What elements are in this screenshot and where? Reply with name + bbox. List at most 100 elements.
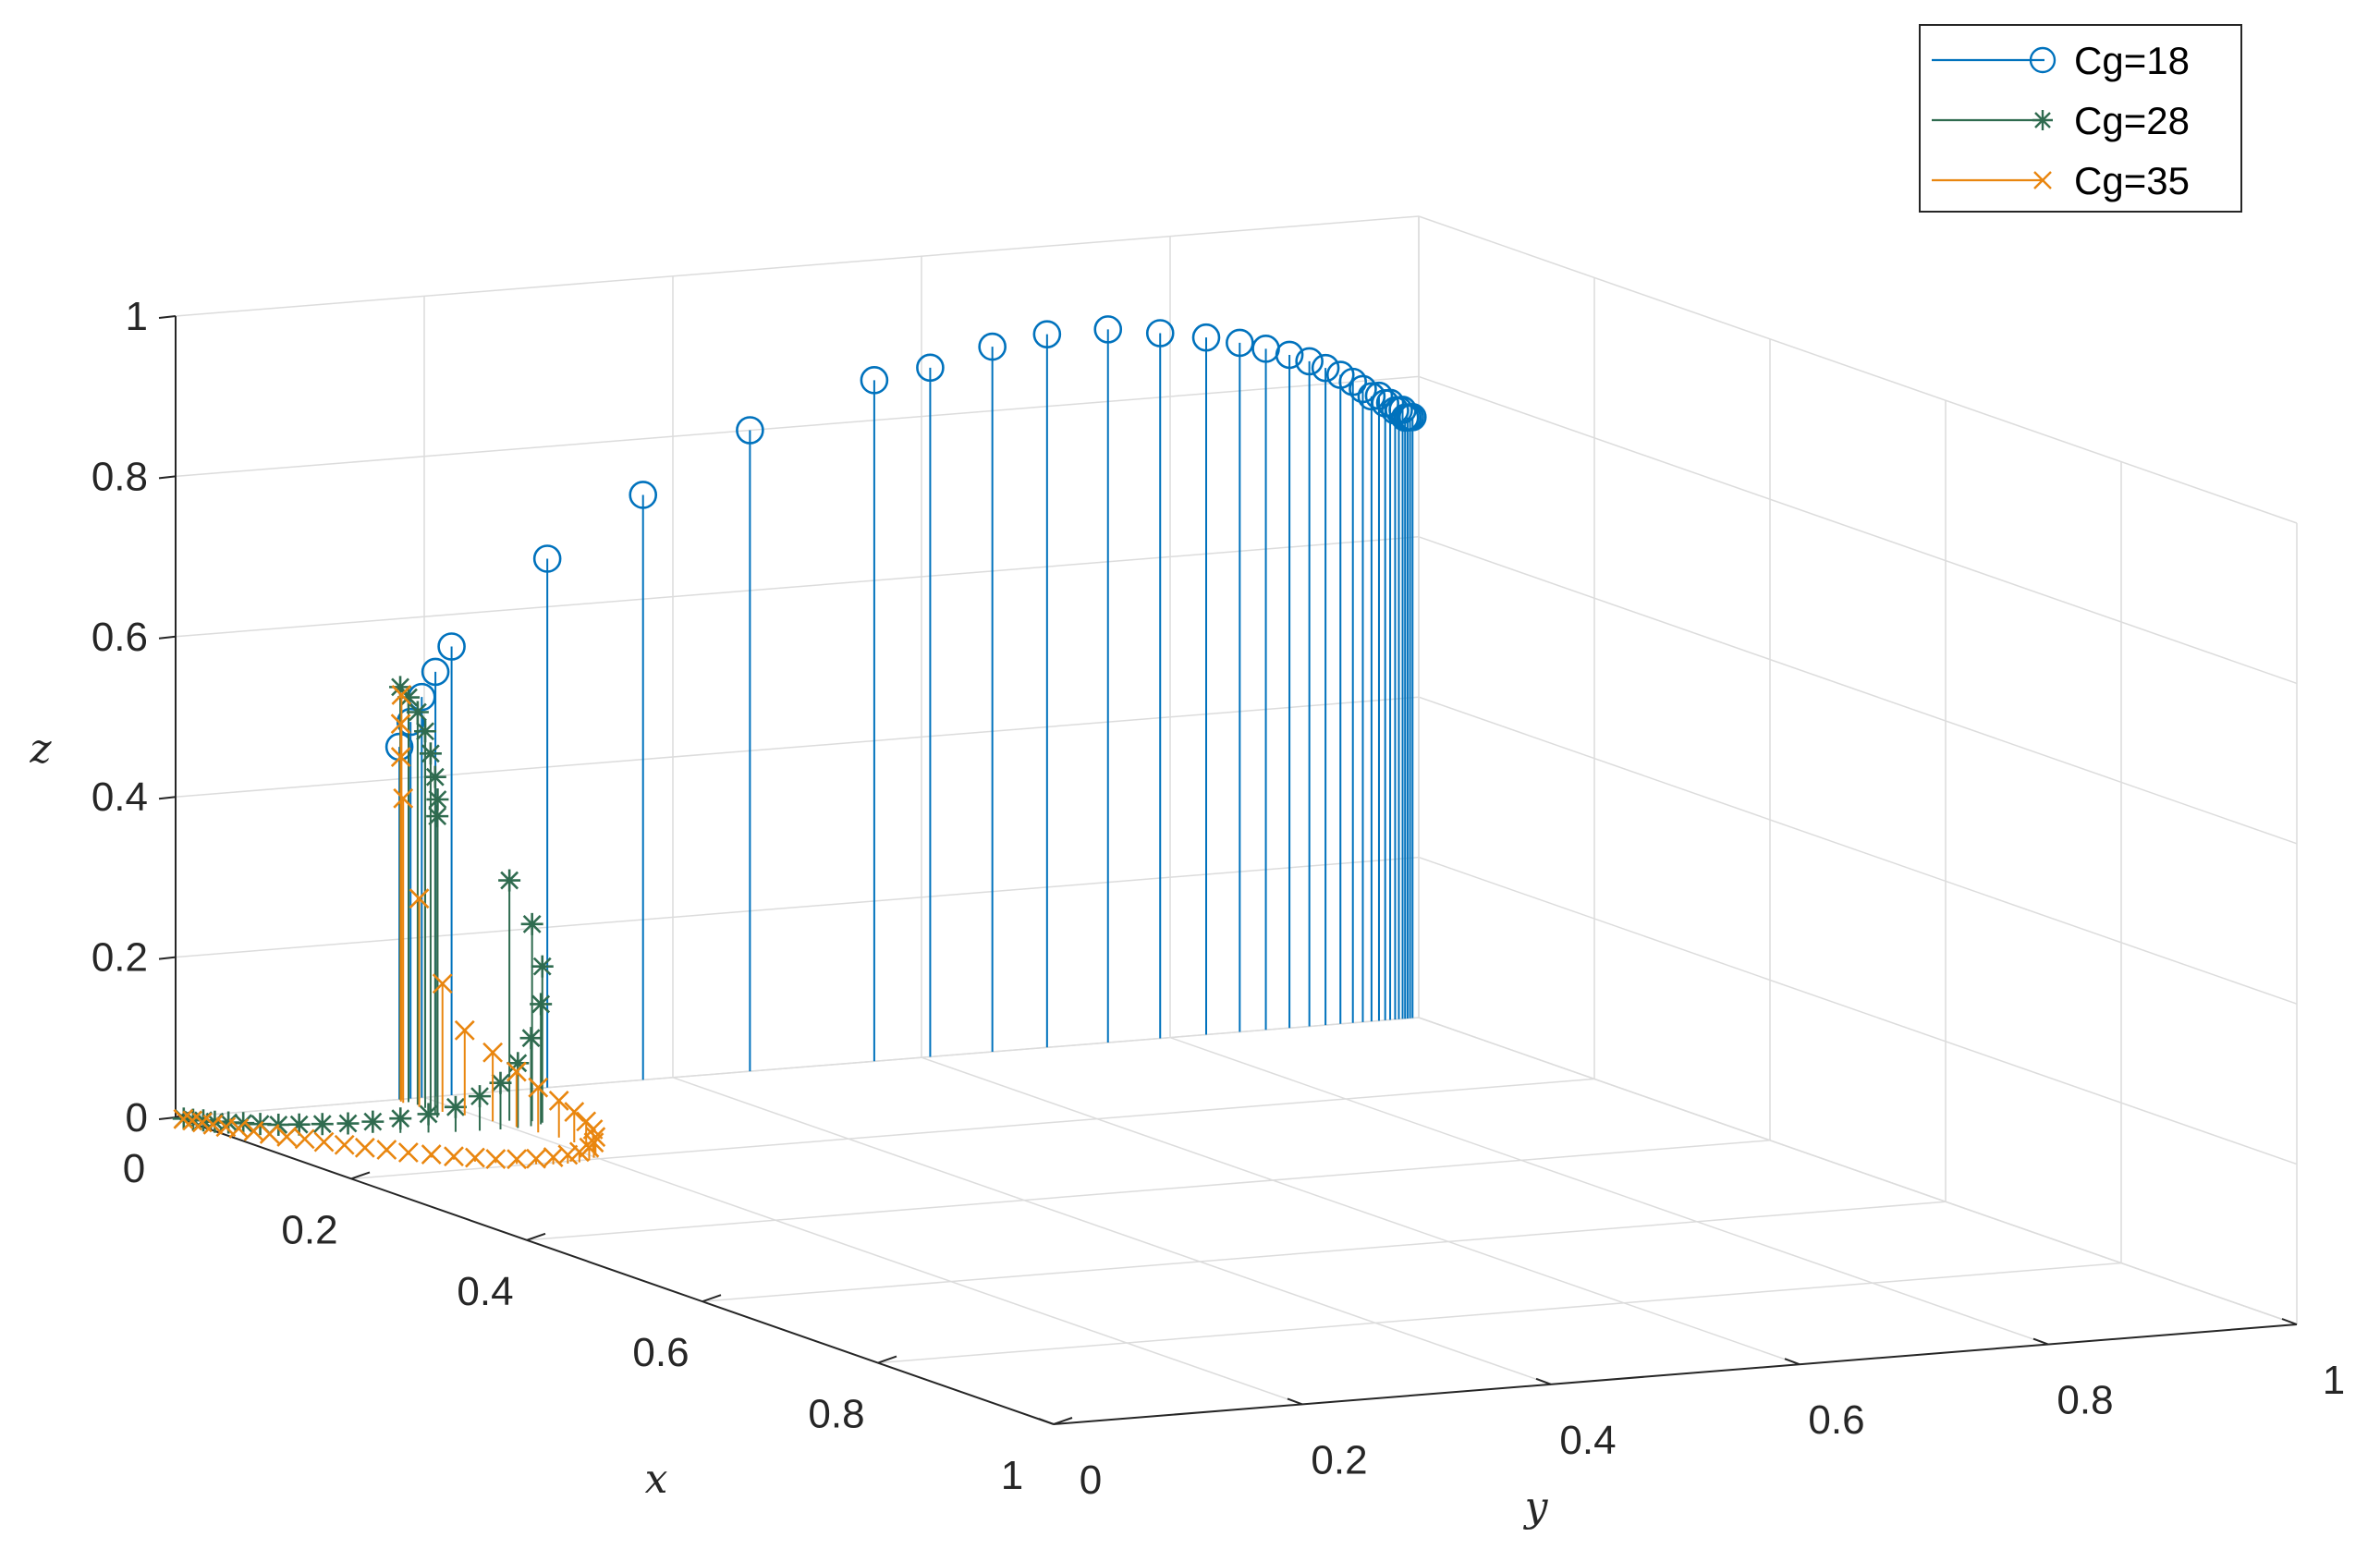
grid-line [175, 696, 1420, 798]
grid-line [1418, 375, 2298, 685]
stem-marker [393, 787, 414, 809]
stem-marker [397, 1142, 419, 1163]
grid-line [1418, 856, 2298, 1165]
stem-marker [354, 1137, 375, 1158]
grid-line [175, 215, 1420, 317]
grid-line [175, 375, 1420, 478]
stem-marker [1226, 328, 1254, 358]
legend-marker-cross-icon [2033, 171, 2052, 189]
z-tick-label: 0 [126, 1095, 148, 1140]
z-tick-label: 0.4 [92, 774, 148, 820]
z-tick [158, 475, 177, 480]
stem-marker [564, 1102, 585, 1122]
z-axis-label: z [29, 726, 52, 773]
x-tick [1053, 1417, 1073, 1425]
stem-marker [1295, 347, 1324, 376]
stem-marker [311, 1113, 334, 1136]
stem-marker [629, 481, 658, 509]
stem-marker [409, 888, 430, 909]
stem-marker [406, 701, 429, 724]
stem-marker [1275, 340, 1304, 370]
y-tick-label: 0.4 [1559, 1418, 1616, 1463]
x-tick-label: 0.8 [808, 1392, 864, 1437]
stem-marker [507, 1149, 528, 1170]
stem-marker [259, 1123, 280, 1144]
grid-line [1418, 215, 2298, 524]
stem-marker [736, 416, 764, 445]
stem-marker [860, 366, 889, 395]
y-tick [1038, 1418, 1055, 1425]
stem-marker [437, 632, 466, 661]
grid-lines [175, 215, 2298, 1425]
grid-line [877, 1262, 2122, 1364]
grid-line [1418, 696, 2298, 1005]
stem-marker [376, 1140, 397, 1160]
x-tick [350, 1171, 371, 1180]
stem-marker [916, 353, 945, 383]
stem-marker [391, 685, 412, 705]
z-tick [158, 315, 177, 319]
grid-line [672, 1077, 1552, 1385]
x-tick [702, 1294, 722, 1303]
stem-marker [419, 742, 442, 765]
z-tick-label: 0.8 [92, 454, 148, 499]
x-tick-label: 0.6 [632, 1330, 689, 1375]
series-cg28 [172, 676, 554, 1136]
stem-marker [432, 973, 453, 994]
stem-marker [532, 544, 562, 573]
x-axis-label: x [645, 1456, 668, 1503]
stem-marker [336, 1112, 360, 1135]
legend-label-cg35: Cg=35 [2074, 159, 2190, 202]
stem-marker [1397, 402, 1427, 432]
x-axis-line [175, 1116, 1055, 1425]
legend-entry-cg28: Cg=28 [1932, 99, 2190, 142]
grid-line [175, 856, 1420, 958]
legend-entry-cg35: Cg=35 [1932, 159, 2190, 202]
grid-line [921, 1056, 1800, 1365]
stem-marker [557, 1144, 579, 1165]
series-cg18 [384, 315, 1427, 1100]
legend: Cg=18 Cg=28 Cg=35 [1919, 24, 2242, 213]
series-cg35 [173, 685, 606, 1170]
stem-marker [389, 1107, 412, 1130]
stem-marker [1093, 315, 1123, 344]
y-axis-label: y [1523, 1483, 1549, 1531]
stem-marker [482, 1042, 504, 1063]
legend-label-cg18: Cg=18 [2074, 39, 2190, 82]
z-tick-label: 0.2 [92, 935, 148, 981]
stem-marker [1145, 319, 1175, 348]
z-tick [158, 796, 177, 800]
stem-marker [173, 1108, 194, 1129]
legend-label-cg28: Cg=28 [2074, 99, 2190, 142]
stem-marker [1311, 353, 1340, 383]
x-tick [877, 1355, 897, 1364]
stem-marker [526, 1148, 546, 1169]
stem-marker [444, 1095, 467, 1118]
stem-plot [172, 315, 1427, 1170]
stem-marker [202, 1114, 224, 1135]
legend-marker-circle-icon [2029, 46, 2057, 74]
grid-line [702, 1201, 1947, 1302]
stem-marker [585, 1127, 606, 1148]
stem-marker [528, 1077, 549, 1098]
y-tick-label: 0.2 [1311, 1437, 1367, 1482]
x-tick-label: 1 [1001, 1453, 1023, 1498]
grid-line [526, 1140, 1771, 1241]
stem-marker [978, 332, 1007, 361]
stem-marker [313, 1131, 335, 1153]
stem-marker [414, 720, 437, 743]
stem-marker [1338, 367, 1368, 396]
y-tick [1784, 1358, 1800, 1366]
grid-line [1418, 1017, 2298, 1325]
stem-marker [421, 657, 450, 687]
z-tick [158, 956, 177, 960]
stem-marker [548, 1091, 569, 1111]
axes-box [175, 316, 2298, 1425]
grid-line [423, 1096, 1303, 1406]
stem-marker [1032, 320, 1062, 348]
y-tick-label: 0.6 [1808, 1397, 1864, 1443]
y-tick [2281, 1318, 2298, 1325]
stem-marker [520, 912, 543, 935]
stem-marker [498, 869, 521, 892]
z-tick [158, 635, 177, 640]
